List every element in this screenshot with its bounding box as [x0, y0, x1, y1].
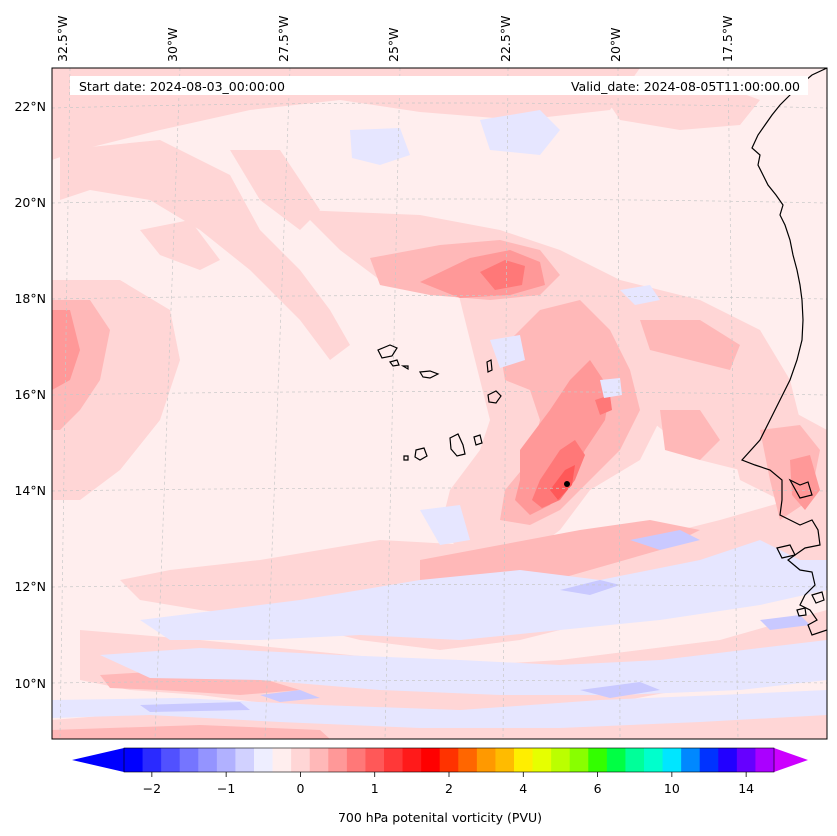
colorbar-cell: [161, 748, 181, 772]
colorbar-cell: [644, 748, 664, 772]
colorbar-cell: [551, 748, 571, 772]
lon-label: 17.5°W: [720, 16, 735, 62]
colorbar-cell: [755, 748, 775, 772]
colorbar-cell: [699, 748, 719, 772]
colorbar-tick-label: 10: [664, 781, 680, 796]
header-box: [70, 76, 808, 95]
pv-contours-core: [480, 260, 612, 508]
colorbar-cell: [588, 748, 608, 772]
lon-label: 32.5°W: [55, 16, 70, 62]
colorbar-title: 700 hPa potenital vorticity (PVU): [338, 810, 542, 825]
colorbar-tick-label: 4: [519, 781, 527, 796]
colorbar-cell: [365, 748, 385, 772]
colorbar-tick-label: 2: [445, 781, 453, 796]
colorbar-cell: [476, 748, 496, 772]
lat-label: 12°N: [14, 579, 46, 594]
colorbar-cell: [124, 748, 144, 772]
latitude-labels: 22°N 20°N 18°N 16°N 14°N 12°N 10°N: [14, 99, 46, 691]
colorbar-cell: [439, 748, 459, 772]
pv-contours-negative: [52, 110, 827, 728]
colorbar-cell: [458, 748, 478, 772]
colorbar-cell: [179, 748, 199, 772]
start-date-label: Start date: 2024-08-03_00:00:00: [79, 79, 285, 94]
colorbar-cell: [346, 748, 366, 772]
colorbar-tick-label: 1: [371, 781, 379, 796]
lon-label: 20°W: [608, 27, 623, 62]
colorbar-cell: [235, 748, 255, 772]
colorbar-cell: [291, 748, 311, 772]
colorbar-tick-label: 14: [738, 781, 754, 796]
colorbar-cell: [718, 748, 738, 772]
colorbar-cell: [216, 748, 236, 772]
colorbar-tick-label: 6: [594, 781, 602, 796]
lat-label: 18°N: [14, 291, 46, 306]
colorbar-cell: [495, 748, 515, 772]
colorbar-cell: [662, 748, 682, 772]
colorbar-cell: [625, 748, 645, 772]
colorbar-tick-label: −1: [217, 781, 235, 796]
colorbar-cell: [681, 748, 701, 772]
lat-label: 10°N: [14, 676, 46, 691]
colorbar-cell: [198, 748, 218, 772]
africa-coastline: [740, 68, 827, 636]
lat-label: 14°N: [14, 483, 46, 498]
colorbar-cell: [606, 748, 626, 772]
colorbar-tick-label: −2: [143, 781, 161, 796]
colorbar-extend-high: [774, 748, 808, 772]
map-area: [52, 68, 827, 739]
colorbar-cell: [272, 748, 292, 772]
storm-center-marker: [564, 481, 570, 487]
colorbar-extend-low: [72, 748, 124, 772]
colorbar-cell: [328, 748, 348, 772]
map-frame: [51, 67, 828, 740]
colorbar-tick-label: 0: [296, 781, 304, 796]
colorbar: −2 −1 0 1 2 4 6 10 14 700 hPa potenital vorticit…: [72, 747, 808, 825]
longitude-labels: 32.5°W 30°W 27.5°W 25°W 22.5°W 20°W 17.5…: [55, 16, 735, 62]
colorbar-cell: [421, 748, 441, 772]
cabo-verde-coastline: [377, 344, 502, 461]
lon-label: 27.5°W: [276, 16, 291, 62]
graticule: [52, 68, 827, 739]
colorbar-cell: [514, 748, 534, 772]
lon-label: 25°W: [386, 27, 401, 62]
colorbar-cell: [402, 748, 422, 772]
valid-date-label: Valid_date: 2024-08-05T11:00:00.00: [571, 79, 800, 94]
lat-label: 16°N: [14, 387, 46, 402]
colorbar-cell: [142, 748, 162, 772]
lon-label: 22.5°W: [498, 16, 513, 62]
lat-label: 20°N: [14, 195, 46, 210]
colorbar-cell: [254, 748, 274, 772]
pv-contours-negative-strong: [140, 530, 810, 712]
colorbar-cell: [309, 748, 329, 772]
lon-label: 30°W: [165, 27, 180, 62]
colorbar-cell: [532, 748, 552, 772]
colorbar-cell: [569, 748, 589, 772]
colorbar-cell: [736, 748, 756, 772]
colorbar-cell: [384, 748, 404, 772]
pv-contours-peak: [550, 465, 575, 500]
lat-label: 22°N: [14, 99, 46, 114]
